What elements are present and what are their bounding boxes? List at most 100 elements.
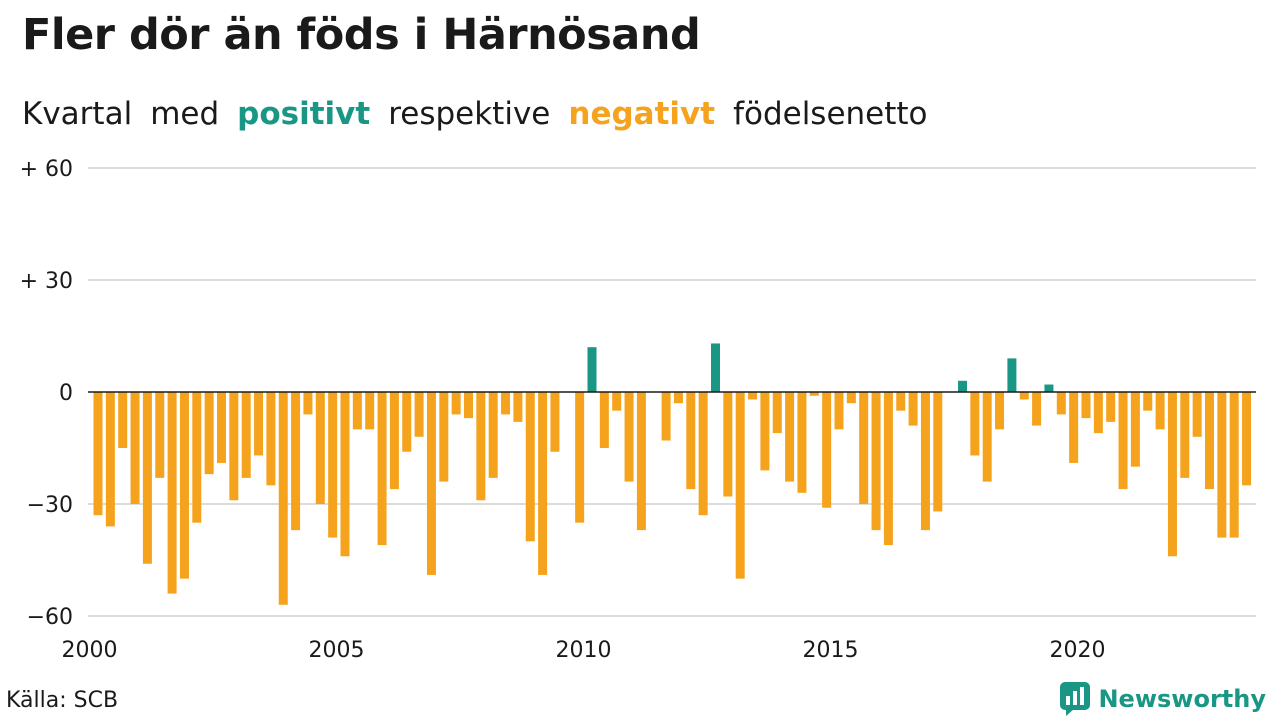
bar-negative xyxy=(1143,392,1153,411)
bar-negative xyxy=(488,392,498,478)
bar-negative xyxy=(748,392,758,400)
bar-negative xyxy=(142,392,152,564)
bar-negative xyxy=(1056,392,1066,415)
bar-negative xyxy=(525,392,535,542)
bar-negative xyxy=(1192,392,1202,437)
legend-positive: positivt xyxy=(237,96,371,132)
x-axis-ticks: 2000 2005 2010 2015 2020 xyxy=(62,638,1106,663)
bar-negative xyxy=(1180,392,1190,478)
bar-negative xyxy=(426,392,436,575)
bar-negative xyxy=(204,392,214,475)
bars xyxy=(93,343,1252,605)
bar-negative xyxy=(661,392,671,441)
bar-negative xyxy=(846,392,856,404)
bar-negative xyxy=(254,392,264,456)
bar-negative xyxy=(229,392,239,501)
x-tick-label: 2000 xyxy=(62,638,118,663)
bar-negative xyxy=(291,392,301,531)
bar-negative xyxy=(365,392,375,430)
bar-negative xyxy=(883,392,893,546)
bar-negative xyxy=(1229,392,1239,538)
brand-logo: Newsworthy xyxy=(1060,682,1266,716)
bar-negative xyxy=(1118,392,1128,490)
bar-negative xyxy=(93,392,103,516)
bar-negative xyxy=(278,392,288,605)
bar-negative xyxy=(970,392,980,456)
bar-negative xyxy=(501,392,511,415)
bar-negative xyxy=(130,392,140,504)
bar-negative xyxy=(612,392,622,411)
bar-negative xyxy=(303,392,313,415)
bar-negative xyxy=(1155,392,1165,430)
bar-negative xyxy=(686,392,696,490)
bar-negative xyxy=(192,392,202,523)
bar-negative xyxy=(389,392,399,490)
bar-positive xyxy=(1007,358,1017,392)
y-tick-label: + 30 xyxy=(20,269,73,294)
bar-negative xyxy=(995,392,1005,430)
subtitle-word-fodelsenetto: födelsenetto xyxy=(733,96,928,132)
bar-negative xyxy=(1019,392,1029,400)
bar-negative xyxy=(896,392,906,411)
bar-negative xyxy=(266,392,276,486)
y-tick-label: 0 xyxy=(59,381,73,406)
bar-negative xyxy=(476,392,486,501)
bar-negative xyxy=(1069,392,1079,463)
bar-negative xyxy=(871,392,881,531)
x-tick-label: 2005 xyxy=(309,638,365,663)
bar-positive xyxy=(1044,384,1054,392)
bar-negative xyxy=(772,392,782,434)
bar-negative xyxy=(241,392,251,478)
x-tick-label: 2020 xyxy=(1050,638,1106,663)
subtitle-word-kvartal: Kvartal xyxy=(22,96,133,132)
subtitle-word-med: med xyxy=(150,96,220,132)
bar-negative xyxy=(439,392,449,482)
brand-name: Newsworthy xyxy=(1098,685,1266,713)
bar-negative xyxy=(797,392,807,493)
y-tick-label: + 60 xyxy=(20,157,73,182)
bar-negative xyxy=(315,392,325,504)
source-note: Källa: SCB xyxy=(6,688,119,713)
y-tick-label: −30 xyxy=(27,493,73,518)
bar-negative xyxy=(735,392,745,579)
bar-negative xyxy=(464,392,473,419)
y-axis-ticks: + 60 + 30 0 −30 −60 xyxy=(20,157,73,630)
bar-positive xyxy=(958,380,967,392)
chart-subtitle: Kvartal med positivt respektive negativt föde… xyxy=(22,96,928,132)
bar-negative xyxy=(636,392,646,531)
bar-negative xyxy=(118,392,128,448)
bar-negative xyxy=(513,392,523,422)
bar-negative xyxy=(155,392,165,478)
bar-negative xyxy=(1106,392,1116,422)
bar-negative xyxy=(834,392,844,430)
bar-negative xyxy=(1242,392,1252,486)
chart-title: Fler dör än föds i Härnösand xyxy=(22,10,701,60)
bar-negative xyxy=(1130,392,1140,467)
bar-negative xyxy=(1032,392,1042,426)
bar-negative xyxy=(1081,392,1091,419)
bar-negative xyxy=(377,392,387,546)
bar-negative xyxy=(624,392,634,482)
bar-negative xyxy=(451,392,461,415)
bar-negative xyxy=(340,392,350,557)
bar-negative xyxy=(575,392,585,523)
bar-negative xyxy=(217,392,226,463)
x-tick-label: 2015 xyxy=(803,638,859,663)
bar-negative xyxy=(599,392,609,448)
bar-negative xyxy=(933,392,943,512)
bar-negative xyxy=(1167,392,1177,557)
bar-negative xyxy=(982,392,992,482)
bar-negative xyxy=(1217,392,1227,538)
bar-negative xyxy=(105,392,115,527)
bar-negative xyxy=(179,392,189,579)
bar-negative xyxy=(550,392,560,452)
bar-negative xyxy=(167,392,177,594)
bar-negative xyxy=(859,392,869,504)
subtitle-word-respektive: respektive xyxy=(388,96,551,132)
bar-negative xyxy=(402,392,412,452)
newsworthy-logo-icon xyxy=(1060,682,1091,716)
y-tick-label: −60 xyxy=(27,605,73,630)
bar-negative xyxy=(1093,392,1103,434)
legend-negative: negativt xyxy=(568,96,716,132)
bar-negative xyxy=(723,392,733,497)
